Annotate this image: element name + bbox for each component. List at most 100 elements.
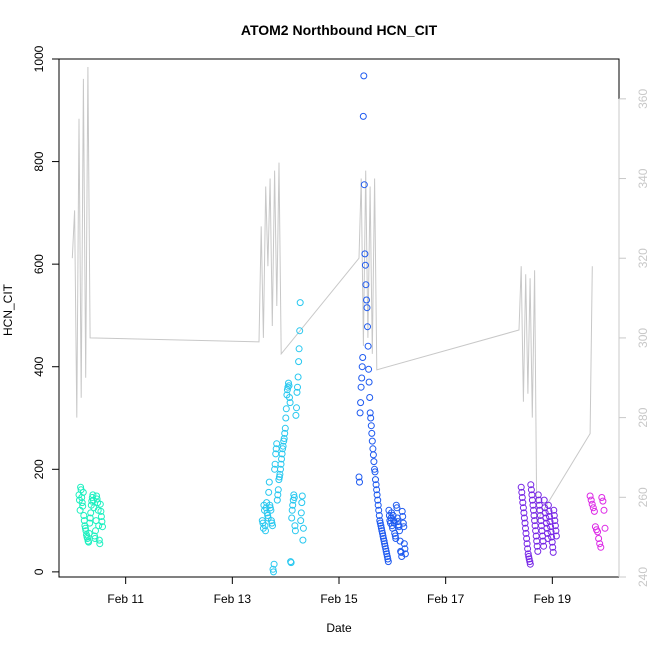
data-point xyxy=(295,358,303,366)
data-point xyxy=(598,494,606,501)
data-point xyxy=(521,519,529,527)
data-point xyxy=(383,553,391,560)
data-point xyxy=(278,455,285,463)
y2-tick-label: 340 xyxy=(636,168,650,188)
y2-tick-label: 240 xyxy=(636,567,650,587)
data-point xyxy=(269,522,276,530)
data-point xyxy=(366,394,374,401)
data-point xyxy=(291,522,299,530)
data-point xyxy=(93,492,101,500)
data-point xyxy=(267,517,275,525)
data-point xyxy=(286,399,294,407)
data-point xyxy=(362,281,370,289)
data-point xyxy=(296,299,304,307)
y2-tick-label: 260 xyxy=(636,487,650,507)
data-point xyxy=(366,409,374,417)
y-tick-label: 600 xyxy=(32,254,46,274)
data-point xyxy=(401,545,409,553)
data-point xyxy=(361,261,369,269)
data-point xyxy=(396,527,403,535)
data-point xyxy=(525,555,533,563)
data-point xyxy=(275,473,283,481)
data-point xyxy=(378,527,386,535)
data-point xyxy=(274,491,282,499)
chart-title: ATOM2 Northbound HCN_CIT xyxy=(241,22,438,38)
data-point xyxy=(371,468,379,476)
data-point xyxy=(358,363,366,371)
data-point xyxy=(541,509,549,517)
data-point xyxy=(365,378,373,386)
data-point xyxy=(527,486,535,494)
data-point xyxy=(390,519,398,527)
data-point xyxy=(292,411,300,419)
data-point xyxy=(285,379,292,387)
data-point xyxy=(526,560,534,568)
data-point xyxy=(375,506,383,514)
x-tick-label: Feb 19 xyxy=(534,592,572,606)
data-point xyxy=(398,507,406,515)
data-point xyxy=(359,354,367,361)
data-point xyxy=(279,442,287,450)
data-point xyxy=(276,470,284,478)
data-point xyxy=(298,492,306,500)
data-point xyxy=(284,383,292,391)
data-point xyxy=(78,499,86,507)
data-point xyxy=(287,559,295,567)
x-tick-label: Feb 11 xyxy=(107,592,144,606)
data-point xyxy=(549,543,557,551)
x-tick-label: Feb 17 xyxy=(427,592,465,606)
data-point xyxy=(299,524,307,532)
data-point xyxy=(95,536,103,544)
data-point xyxy=(379,532,387,540)
data-point xyxy=(373,491,381,499)
data-point xyxy=(294,373,302,381)
data-point xyxy=(357,383,365,391)
data-point xyxy=(296,327,304,335)
data-point xyxy=(96,540,104,548)
data-point xyxy=(551,522,559,530)
data-point xyxy=(299,536,307,544)
data-point xyxy=(370,458,378,466)
secondary-series-line xyxy=(71,66,593,523)
y-tick-label: 400 xyxy=(32,356,46,376)
data-point xyxy=(540,542,548,550)
data-point xyxy=(382,545,390,553)
x-axis: Feb 11 Feb 13 Feb 15 Feb 17 Feb 19 xyxy=(107,577,571,606)
data-point xyxy=(365,365,373,373)
data-points xyxy=(75,72,609,576)
data-point xyxy=(542,514,550,522)
data-point xyxy=(358,374,366,382)
data-point xyxy=(524,550,532,558)
data-point xyxy=(596,540,604,548)
x-tick-label: Feb 15 xyxy=(320,592,358,606)
y2-tick-label: 280 xyxy=(636,407,650,427)
data-point xyxy=(545,507,553,515)
data-point xyxy=(270,560,278,568)
data-point xyxy=(289,501,297,509)
data-point xyxy=(277,460,285,468)
data-point xyxy=(364,323,371,331)
data-point xyxy=(356,478,363,486)
data-point xyxy=(543,524,551,532)
data-point xyxy=(597,543,605,551)
data-point xyxy=(599,497,607,505)
data-point xyxy=(526,558,534,566)
data-point xyxy=(548,538,556,546)
data-point xyxy=(377,522,385,530)
data-point xyxy=(380,535,387,542)
data-point xyxy=(400,540,408,548)
data-point xyxy=(374,501,382,509)
data-point xyxy=(91,535,99,542)
data-point xyxy=(518,488,526,496)
data-point xyxy=(369,451,377,459)
data-point xyxy=(269,565,277,573)
data-point xyxy=(293,404,300,412)
data-point xyxy=(400,523,408,531)
data-point xyxy=(374,496,382,504)
data-point xyxy=(288,506,296,514)
data-point xyxy=(534,547,542,555)
data-point xyxy=(278,450,286,458)
data-point xyxy=(384,558,392,566)
data-point xyxy=(290,491,298,499)
